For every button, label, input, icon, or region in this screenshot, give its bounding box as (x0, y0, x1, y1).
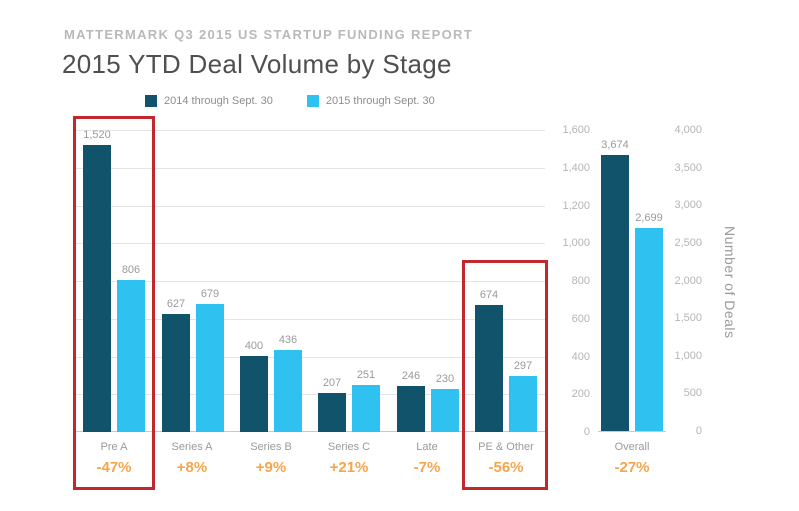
bar-2014-late (397, 386, 425, 432)
bar-value-2015-pe-other: 297 (513, 360, 533, 372)
gridline (75, 394, 545, 395)
pct-change-late: -7% (413, 459, 441, 476)
bar-2015-pre-a (117, 280, 145, 432)
bar-2015-series-b (274, 350, 302, 432)
x-label-series-b: Series B (250, 441, 292, 453)
y-tick-label: 4,000 (674, 124, 702, 136)
y-tick-label: 1,500 (674, 312, 702, 324)
overall-chart: 3,674 2,699 (598, 130, 666, 432)
overall-pct-row: -27% (598, 459, 666, 479)
bar-value-2014-series-b: 400 (244, 340, 264, 352)
bar-value-2015-pre-a: 806 (121, 264, 141, 276)
y-tick-label: 200 (571, 388, 590, 400)
legend-label-2015: 2015 through Sept. 30 (325, 95, 435, 107)
main-pct-row: -47% +8% +9% +21% -7% -56% (75, 459, 545, 479)
bar-2014-overall (601, 155, 629, 431)
y-tick-label: 3,000 (674, 199, 702, 211)
bar-2014-series-c (318, 393, 346, 432)
x-label-series-a: Series A (171, 441, 213, 453)
chart-legend: 2014 through Sept. 30 2015 through Sept.… (145, 95, 435, 107)
bar-2014-pre-a (83, 145, 111, 432)
pct-change-series-c: +21% (329, 459, 369, 476)
gridline (75, 130, 545, 131)
pct-change-pe-other: -56% (488, 459, 524, 476)
bar-2015-overall (635, 228, 663, 431)
y-tick-label: 800 (571, 275, 590, 287)
y-tick-label: 1,200 (562, 200, 590, 212)
main-chart: 1,520 806 627 679 400 436 207 251 246 230 674 297 (75, 129, 545, 432)
y-tick-label: 1,000 (562, 237, 590, 249)
bar-value-2014-pre-a: 1,520 (83, 129, 111, 141)
overall-x-labels: Overall (598, 441, 666, 457)
bar-2015-pe-other (509, 376, 537, 432)
x-label-series-c: Series C (327, 441, 371, 453)
pct-change-series-a: +8% (176, 459, 208, 476)
gridline (75, 357, 545, 358)
y-tick-label: 0 (583, 426, 590, 438)
x-label-pre-a: Pre A (100, 441, 128, 453)
y-axis-title: Number of Deals (722, 226, 738, 339)
legend-label-2014: 2014 through Sept. 30 (164, 95, 273, 107)
y-tick-label: 1,600 (562, 124, 590, 136)
bar-2014-pe-other (475, 305, 503, 432)
y-tick-label: 2,000 (674, 275, 702, 287)
y-tick-label: 1,400 (562, 162, 590, 174)
bar-value-2014-series-a: 627 (166, 298, 186, 310)
legend-swatch-2015 (306, 95, 319, 107)
bar-value-2015-series-c: 251 (356, 369, 376, 381)
bar-2015-series-c (352, 385, 380, 432)
bar-value-2014-late: 246 (401, 370, 421, 382)
x-label-late: Late (416, 441, 438, 453)
highlight-box-pre-a (73, 116, 155, 490)
legend-item-2015: 2015 through Sept. 30 (306, 95, 435, 107)
gridline (75, 431, 545, 432)
legend-item-2014: 2014 through Sept. 30 (145, 95, 273, 107)
bar-value-2014-pe-other: 674 (479, 289, 499, 301)
gridline (75, 168, 545, 169)
bar-value-2015-series-b: 436 (278, 334, 298, 346)
y-tick-label: 500 (683, 387, 702, 399)
highlight-box-pe-other (462, 260, 548, 490)
bar-value-2014-series-c: 207 (322, 377, 342, 389)
x-label-overall: Overall (614, 441, 650, 453)
bar-value-2015-late: 230 (435, 373, 455, 385)
bar-value-2015-series-a: 679 (200, 288, 220, 300)
gridline (75, 206, 545, 207)
gridline (75, 243, 545, 244)
main-y-axis: 1,600 1,400 1,200 1,000 800 600 400 200 0 (548, 124, 590, 438)
main-x-labels: Pre A Series A Series B Series C Late PE & Ot… (75, 441, 545, 457)
gridline (75, 281, 545, 282)
legend-swatch-2014 (145, 95, 157, 107)
overall-y-axis: 4,000 3,500 3,000 2,500 2,000 1,500 1,000 500 0 (664, 124, 702, 437)
bar-2014-series-a (162, 314, 190, 432)
bar-2015-late (431, 389, 459, 432)
report-kicker: MATTERMARK Q3 2015 US STARTUP FUNDING RE… (64, 27, 473, 42)
pct-change-pre-a: -47% (96, 459, 132, 476)
pct-change-overall: -27% (614, 459, 650, 476)
x-label-pe-other: PE & Other (478, 441, 534, 453)
page-title: 2015 YTD Deal Volume by Stage (62, 49, 452, 79)
gridline (75, 319, 545, 320)
y-tick-label: 1,000 (674, 350, 702, 362)
y-tick-label: 400 (571, 351, 590, 363)
bar-2015-series-a (196, 304, 224, 432)
y-tick-label: 600 (571, 313, 590, 325)
pct-change-series-b: +9% (255, 459, 287, 476)
y-tick-label: 3,500 (674, 162, 702, 174)
y-tick-label: 0 (695, 425, 702, 437)
bar-value-2015-overall: 2,699 (635, 212, 663, 224)
y-tick-label: 2,500 (674, 237, 702, 249)
bar-value-2014-overall: 3,674 (601, 139, 629, 151)
bar-2014-series-b (240, 356, 268, 432)
